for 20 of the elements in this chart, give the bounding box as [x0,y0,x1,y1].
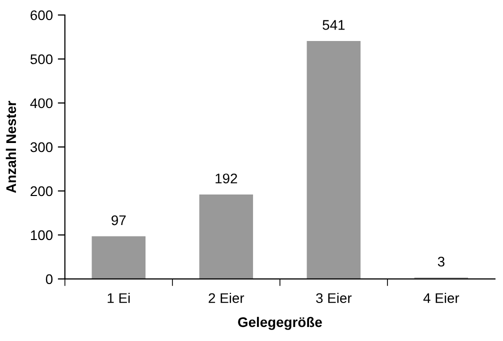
x-tick-label: 4 Eier [423,292,460,304]
y-tick-label: 400 [30,98,53,108]
x-tick-label: 1 Ei [108,292,130,303]
data-label: 192 [216,174,238,184]
bar [199,194,254,279]
y-tick-label: 0 [46,274,53,284]
y-tick-label: 300 [30,142,53,152]
y-tick-label: 100 [30,230,53,240]
y-tick-label: 600 [30,10,53,20]
data-label: 97 [112,215,126,226]
x-tick-label: 3 Eier [316,292,352,304]
bar [92,236,146,279]
y-axis-title: Anzahl Nester [6,100,16,193]
x-tick-label: 2 Eier [208,292,244,304]
data-label: 541 [322,20,345,30]
x-axis-title: Gelegegröße [238,316,322,330]
data-label: 3 [438,256,444,267]
y-tick-label: 200 [30,186,53,196]
bar [306,40,361,279]
y-tick-label: 500 [30,54,53,64]
